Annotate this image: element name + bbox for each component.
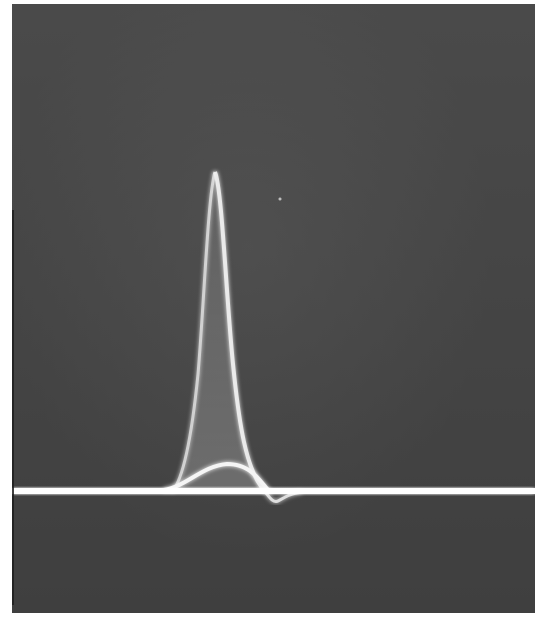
stray-dot — [278, 197, 282, 201]
pulse-envelope-fill — [172, 172, 262, 492]
pulse-trace-left — [170, 171, 217, 493]
baseline-trace — [12, 488, 535, 494]
small-hump-trace — [163, 461, 272, 494]
oscilloscope-traces — [12, 171, 535, 504]
pulse-trace-right — [213, 171, 266, 492]
oscilloscope-photo — [12, 4, 535, 613]
left-edge-line — [12, 210, 14, 605]
